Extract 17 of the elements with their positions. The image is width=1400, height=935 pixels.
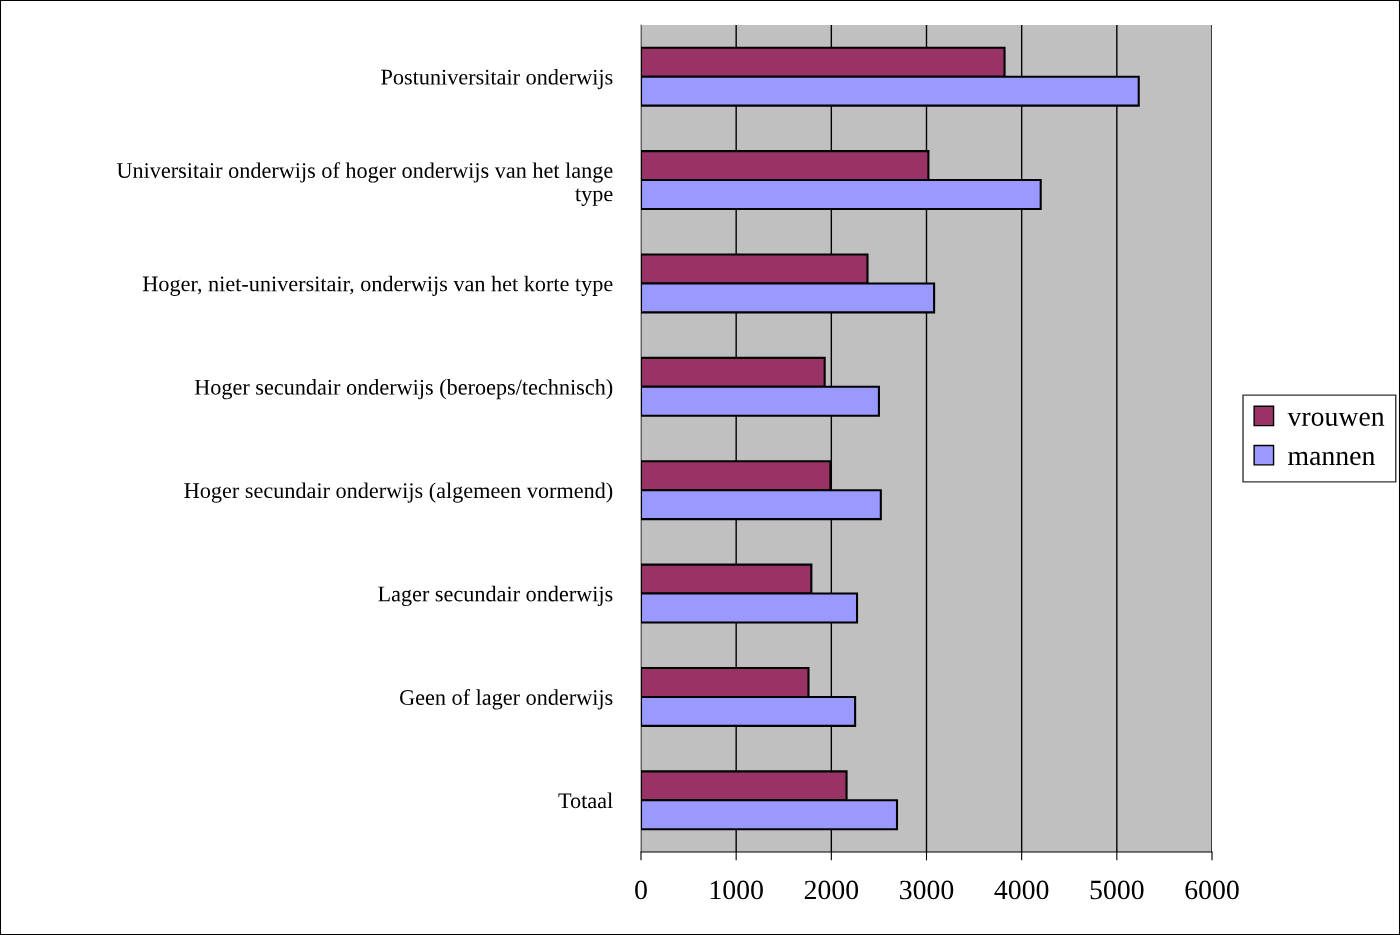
legend-label: mannen — [1288, 451, 1375, 466]
y-tick-label: Universitair onderwijs of hoger onderwijs van het lange type — [116, 162, 613, 206]
x-tick-label: 5000 — [1090, 880, 1144, 900]
y-tick-label: Hoger, niet-universitair, onderwijs van het korte type — [142, 275, 613, 296]
y-tick-label: Geen of lager onderwijs — [400, 689, 613, 710]
y-tick-label: Totaal — [558, 792, 613, 809]
y-tick-label: Hoger secundair onderwijs (beroeps/technisch) — [194, 379, 613, 400]
y-tick-label: Lager secundair onderwijs — [378, 585, 613, 607]
x-tick-label: 1000 — [710, 880, 763, 900]
y-tick-label: Hoger secundair onderwijs (algemeen vormend) — [184, 482, 613, 503]
y-tick-label: Postuniversitair onderwijs — [381, 68, 613, 90]
x-tick-label: 3000 — [900, 880, 954, 900]
x-tick-label: 6000 — [1185, 880, 1239, 900]
x-tick-label: 4000 — [994, 880, 1049, 900]
legend-label: vrouwen — [1287, 412, 1385, 426]
x-tick-label: 2000 — [804, 880, 859, 900]
x-tick-label: 0 — [635, 880, 647, 900]
